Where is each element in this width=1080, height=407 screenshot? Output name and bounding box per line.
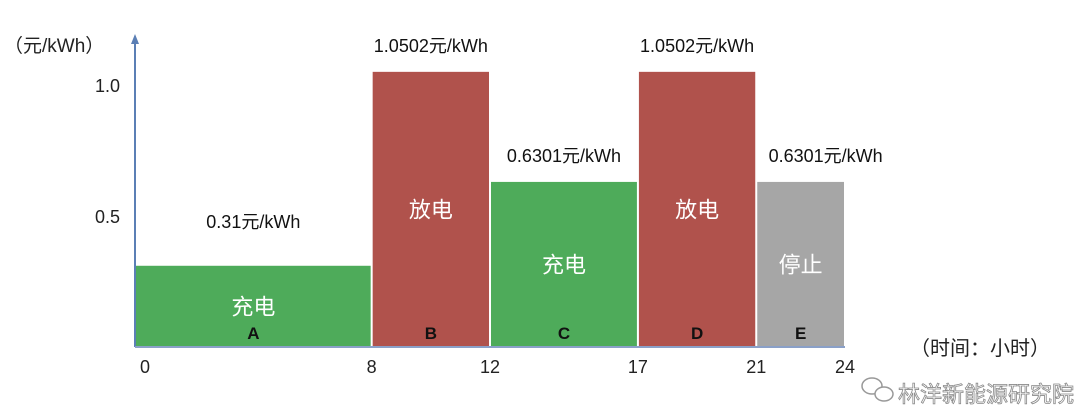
bar-mode-label: 充电 <box>231 294 275 319</box>
x-tick-label: 17 <box>628 357 648 377</box>
bar-mode-label: 停止 <box>779 252 823 277</box>
bar-mode-label: 放电 <box>675 197 719 222</box>
x-tick-label: 8 <box>367 357 377 377</box>
bar-letter-label: C <box>558 324 570 343</box>
x-tick-label: 0 <box>140 357 150 377</box>
y-axis-label: （元/kWh） <box>4 35 104 57</box>
x-tick-label: 21 <box>746 357 766 377</box>
wechat-icon <box>861 377 894 402</box>
bar-E <box>757 181 844 347</box>
price-label: 0.6301元/kWh <box>507 146 621 166</box>
price-label: 1.0502元/kWh <box>374 36 488 56</box>
bar-D <box>638 71 756 348</box>
x-tick-label: 12 <box>480 357 500 377</box>
bar-letter-label: D <box>691 324 703 343</box>
x-axis-label: （时间：小时） <box>910 337 1050 360</box>
bar-mode-label: 充电 <box>542 252 586 277</box>
y-tick-label: 0.5 <box>95 207 120 227</box>
price-label: 0.6301元/kWh <box>769 146 883 166</box>
bar-C <box>491 181 637 347</box>
bar-letter-label: A <box>247 324 259 343</box>
bar-letter-label: E <box>795 324 806 343</box>
y-axis-arrow <box>131 34 139 44</box>
bar-B <box>372 71 489 348</box>
price-label: 1.0502元/kWh <box>640 36 754 56</box>
bar-letter-label: B <box>425 324 437 343</box>
price-label: 0.31元/kWh <box>206 212 300 232</box>
watermark: 林洋新能源研究院 <box>861 377 1074 407</box>
bar-A <box>136 265 371 347</box>
bar-mode-label: 放电 <box>409 197 453 222</box>
y-tick-label: 1.0 <box>95 76 120 96</box>
watermark-text: 林洋新能源研究院 <box>898 382 1074 407</box>
x-tick-label: 24 <box>835 357 855 377</box>
